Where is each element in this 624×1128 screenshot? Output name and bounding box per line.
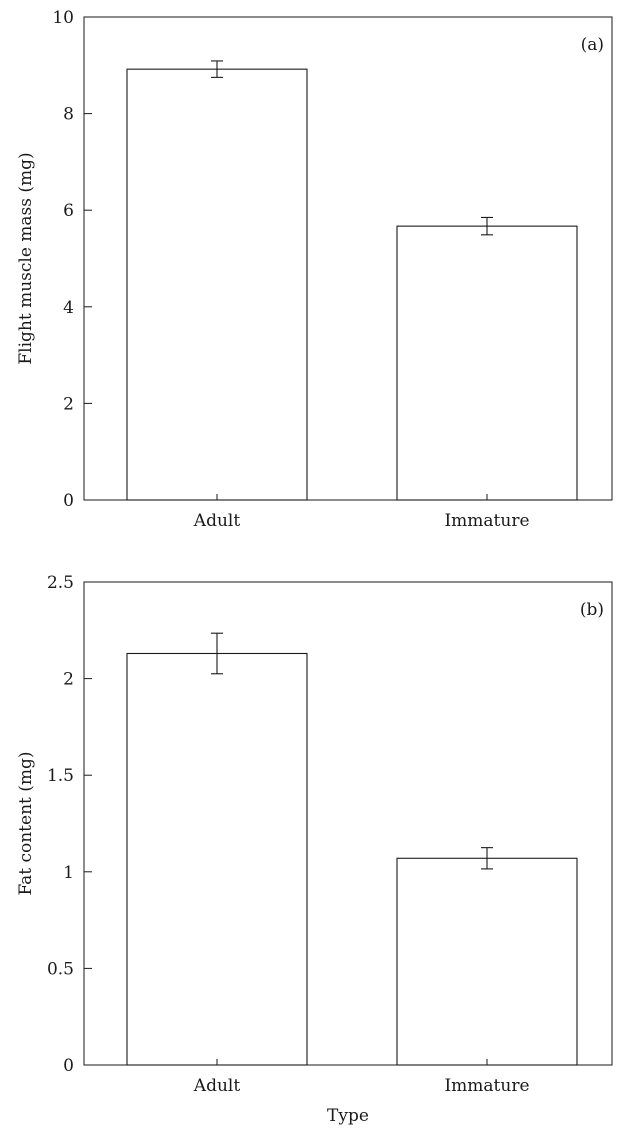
panel-label: (b) [580,600,604,620]
bar-adult [126,652,308,1066]
x-tick-label: Immature [444,1076,529,1096]
y-tick-label: 0.5 [47,959,74,979]
y-tick-label: 0 [63,491,74,511]
y-tick-label: 2 [63,670,74,690]
error-bar-immature [481,216,493,236]
y-tick-label: 6 [63,201,74,221]
error-bar-immature [481,847,493,870]
x-axis-label: Type [327,1106,369,1126]
panel-a: 0 2 4 6 8 10 Adult Immature (a) Flight muscle mas… [16,8,613,531]
bar-immature [396,225,578,501]
y-axis-label: Flight muscle mass (mg) [16,152,36,364]
x-tick-label: Adult [193,1076,241,1096]
x-tick-label: Adult [193,511,241,531]
y-tick-label: 1.5 [47,766,74,786]
panel-b: 0 0.5 1 1.5 2 2.5 Adult Immature (b) Fat content … [16,573,613,1126]
plot-frame [83,581,613,1066]
y-tick-label: 0 [63,1056,74,1076]
bar-adult [126,68,308,501]
bar-immature [396,857,578,1066]
y-tick-label: 8 [63,105,74,125]
panel-label: (a) [581,35,604,55]
y-tick-label: 1 [63,863,74,883]
error-bar-adult [211,60,223,78]
y-tick-label: 2.5 [47,573,74,593]
y-tick-label: 10 [52,8,74,28]
plot-frame [83,16,613,501]
y-tick-label: 4 [63,298,74,318]
y-axis-label: Fat content (mg) [16,751,36,895]
y-tick-label: 2 [63,394,74,414]
x-tick-label: Immature [444,511,529,531]
error-bar-adult [211,632,223,675]
